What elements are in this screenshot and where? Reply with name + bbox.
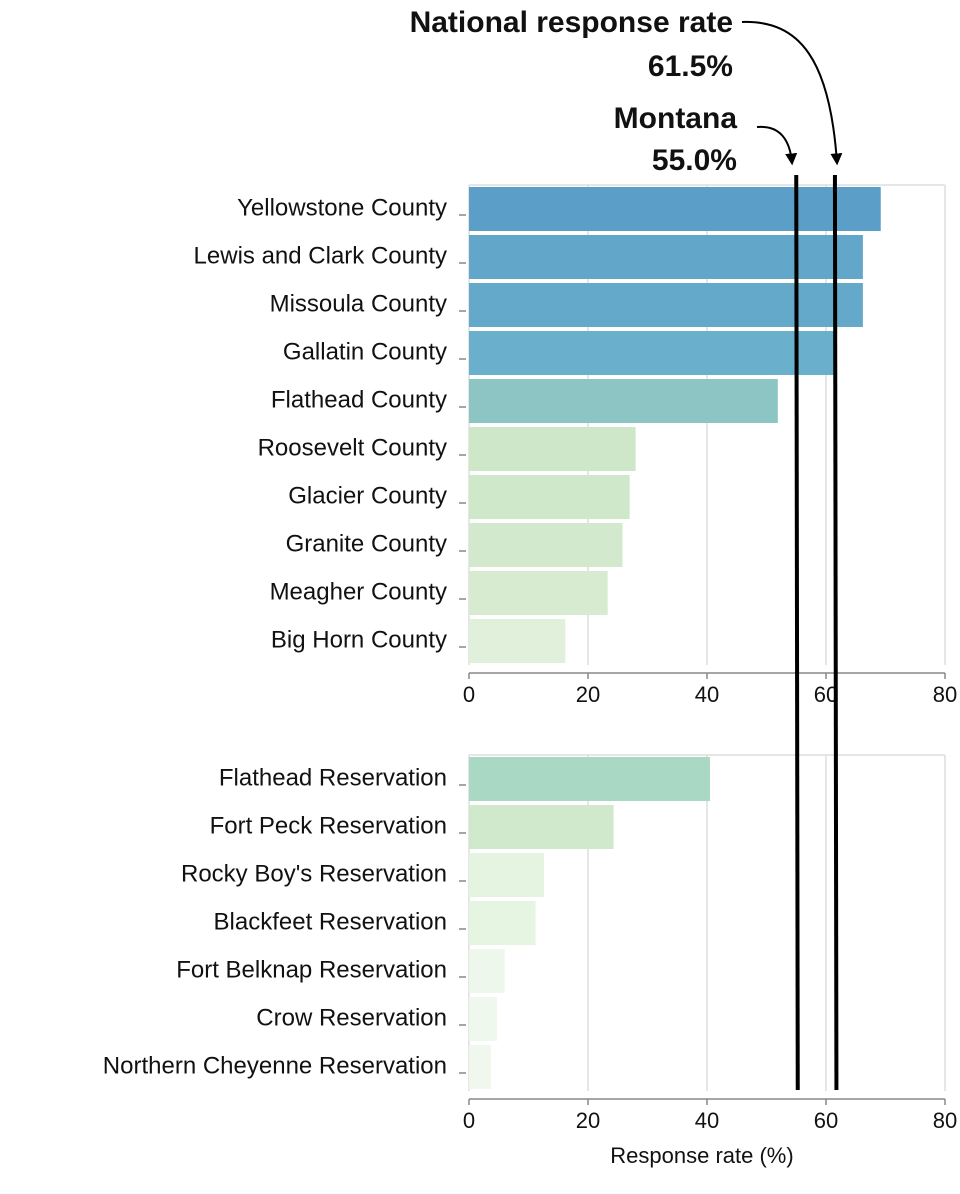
- bar: [469, 475, 630, 519]
- annotation-label: National response rate: [410, 6, 733, 39]
- bar: [469, 283, 863, 327]
- y-tick-label: Flathead County: [271, 386, 447, 413]
- x-tick-label: 60: [814, 1108, 838, 1133]
- bar: [469, 523, 623, 567]
- y-tick-label: Blackfeet Reservation: [214, 908, 447, 935]
- x-tick-label: 20: [576, 1108, 600, 1133]
- reference-line: [832, 174, 839, 1091]
- y-tick-label: Rocky Boy's Reservation: [181, 860, 447, 887]
- x-tick-label: 20: [576, 682, 600, 707]
- bar: [469, 901, 536, 945]
- annotation-arrow: [741, 20, 843, 166]
- x-tick-label: 80: [933, 1108, 957, 1133]
- annotation-value: 61.5%: [648, 50, 733, 83]
- bar: [469, 331, 834, 375]
- annotation-arrow: [756, 125, 798, 166]
- y-tick-label: Flathead Reservation: [219, 764, 447, 791]
- bar: [469, 571, 608, 615]
- annotation-label: Montana: [614, 102, 738, 135]
- x-tick-label: 0: [463, 1108, 475, 1133]
- y-tick-label: Crow Reservation: [256, 1004, 447, 1031]
- reference-line: [794, 174, 800, 1091]
- bar: [469, 379, 778, 423]
- bar: [469, 235, 863, 279]
- bar: [469, 853, 544, 897]
- y-tick-label: Fort Peck Reservation: [210, 812, 447, 839]
- annotation-value: 55.0%: [652, 144, 737, 177]
- y-tick-label: Northern Cheyenne Reservation: [103, 1052, 447, 1079]
- bar: [469, 427, 636, 471]
- y-tick-label: Missoula County: [270, 290, 447, 317]
- y-tick-label: Glacier County: [288, 482, 447, 509]
- bar: [469, 805, 614, 849]
- bar: [469, 187, 881, 231]
- y-tick-label: Granite County: [286, 530, 447, 557]
- x-tick-label: 40: [695, 1108, 719, 1133]
- bar: [469, 1045, 492, 1089]
- y-tick-label: Big Horn County: [271, 626, 447, 653]
- x-tick-label: 40: [695, 682, 719, 707]
- x-tick-label: 0: [463, 682, 475, 707]
- y-tick-label: Roosevelt County: [258, 434, 447, 461]
- x-tick-label: 80: [933, 682, 957, 707]
- y-tick-label: Meagher County: [270, 578, 447, 605]
- y-tick-label: Yellowstone County: [237, 194, 447, 221]
- y-tick-label: Gallatin County: [283, 338, 447, 365]
- bar: [469, 619, 566, 663]
- bar: [469, 757, 710, 801]
- y-tick-label: Fort Belknap Reservation: [176, 956, 447, 983]
- y-tick-label: Lewis and Clark County: [194, 242, 447, 269]
- bar: [469, 997, 497, 1041]
- x-axis-label: Response rate (%): [610, 1143, 793, 1168]
- bar: [469, 949, 505, 993]
